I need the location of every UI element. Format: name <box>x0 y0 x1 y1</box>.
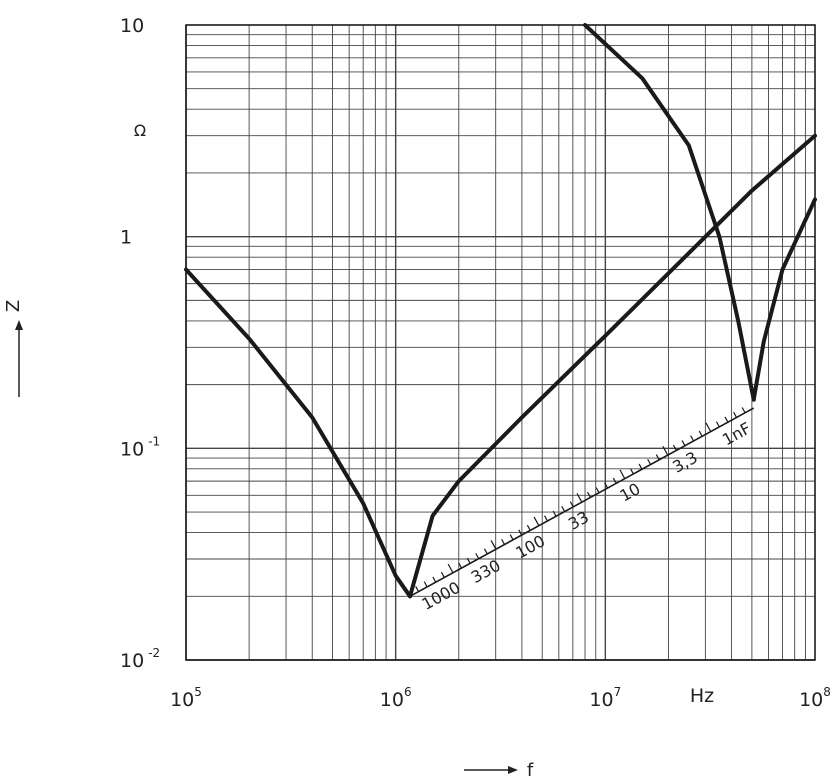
scale-tick <box>619 469 626 479</box>
impedance-curve-2 <box>408 133 817 599</box>
scale-tick <box>705 422 712 432</box>
scale-tick <box>533 516 540 526</box>
scale-tick <box>690 435 695 442</box>
y-axis-title: Z <box>3 300 24 397</box>
y-tick-label: 10 <box>120 15 144 37</box>
axis-tick-labels: 105 106 107 108 10 -2 10 -1 1 10 <box>120 15 831 711</box>
y-axis-arrow-head <box>15 320 23 330</box>
scale-label: 100 <box>512 531 548 562</box>
scale-label: 10 <box>617 479 644 505</box>
scale-tick <box>458 562 463 569</box>
scale-tick <box>681 440 686 446</box>
plot-frame <box>185 24 816 661</box>
scale-tick <box>440 571 445 578</box>
scale-tick <box>561 506 566 512</box>
scale-tick <box>569 501 574 508</box>
scale-tick <box>733 411 738 418</box>
scale-tick <box>483 548 488 555</box>
scale-label: 1nF <box>719 418 754 449</box>
scale-tick <box>604 482 609 489</box>
scale-tick <box>638 463 643 470</box>
impedance-curve-1 <box>184 267 412 599</box>
impedance-curve-3 <box>583 23 756 402</box>
x-tick-label: 106 <box>380 685 412 711</box>
scale-tick <box>544 515 548 522</box>
y-axis-label: Z <box>3 300 24 312</box>
scale-tick <box>415 586 420 592</box>
scale-label: 330 <box>468 556 504 587</box>
x-tick-label: 107 <box>589 685 621 711</box>
impedance-curve-4 <box>751 197 817 402</box>
scale-tick <box>576 493 583 503</box>
x-axis-title: f <box>464 760 534 778</box>
y-unit-label: Ω <box>134 121 146 140</box>
x-tick-label: 105 <box>170 685 202 711</box>
scale-tick <box>612 477 617 484</box>
scale-label: 33 <box>565 507 592 533</box>
x-axis-arrow-head <box>508 766 518 774</box>
plot-grid <box>185 25 815 661</box>
scale-tick <box>552 510 557 517</box>
scale-tick <box>432 576 437 583</box>
scale-tick <box>698 430 703 437</box>
scale-tick <box>490 540 497 550</box>
impedance-curves <box>184 23 817 599</box>
scale-tick <box>509 534 514 541</box>
scale-tick <box>501 538 506 545</box>
scale-tick <box>672 444 677 451</box>
scale-tick <box>518 529 523 536</box>
x-tick-label: 108 <box>799 685 831 711</box>
scale-tick <box>447 563 454 574</box>
y-tick-label: 10 -1 <box>120 434 160 460</box>
x-axis-label: f <box>527 760 534 778</box>
scale-tick <box>423 581 428 588</box>
y-tick-label: 1 <box>120 227 132 249</box>
x-unit-label: Hz <box>690 685 714 707</box>
scale-tick <box>466 557 471 564</box>
scale-tick <box>724 416 729 423</box>
scale-tick <box>655 454 660 461</box>
scale-tick <box>475 553 480 559</box>
scale-tick <box>526 524 531 531</box>
y-tick-label: 10 -2 <box>120 646 160 672</box>
scale-tick <box>662 446 669 456</box>
scale-tick <box>595 487 600 494</box>
scale-tick <box>647 458 652 465</box>
scale-tick <box>629 468 634 475</box>
scale-tick <box>741 407 746 414</box>
scale-tick <box>587 491 591 498</box>
scale-tick <box>715 421 720 428</box>
